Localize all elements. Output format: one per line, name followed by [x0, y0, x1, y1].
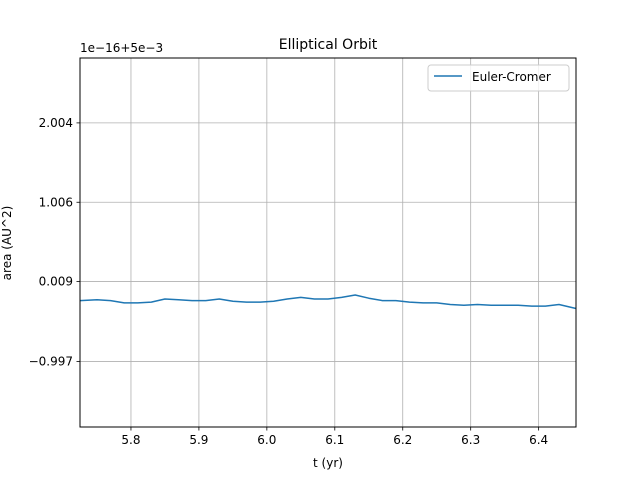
legend-box — [427, 64, 570, 92]
y-offset-text: 1e−16+5e−3 — [80, 41, 163, 55]
plot-background — [80, 58, 576, 427]
y-tick-label: 2.004 — [39, 116, 73, 130]
y-tick-label: 0.009 — [39, 275, 73, 289]
y-tick-label: 1.006 — [39, 195, 73, 209]
x-tick-label: 6.4 — [529, 433, 548, 447]
legend: Euler-Cromer — [427, 64, 570, 92]
x-tick-label: 6.2 — [393, 433, 412, 447]
x-axis-label: t (yr) — [313, 456, 343, 470]
x-tick-label: 6.0 — [257, 433, 276, 447]
grid — [80, 58, 576, 427]
y-axis-label: area (AU^2) — [0, 206, 14, 281]
x-tick-label: 5.8 — [121, 433, 140, 447]
x-tick-label: 5.9 — [189, 433, 208, 447]
series-layer — [79, 294, 577, 310]
legend-label-euler-cromer: Euler-Cromer — [472, 70, 551, 84]
plot-frame — [79, 57, 577, 428]
series-line-0 — [79, 294, 577, 310]
x-tick-label: 6.1 — [325, 433, 344, 447]
y-ticks: 2.004 1.006 0.009 −0.997 — [29, 116, 80, 369]
y-tick-label: −0.997 — [29, 355, 73, 369]
x-ticks: 5.8 5.9 6.0 6.1 6.2 6.3 6.4 — [121, 427, 548, 447]
chart-title: Elliptical Orbit — [279, 37, 378, 53]
x-tick-label: 6.3 — [461, 433, 480, 447]
